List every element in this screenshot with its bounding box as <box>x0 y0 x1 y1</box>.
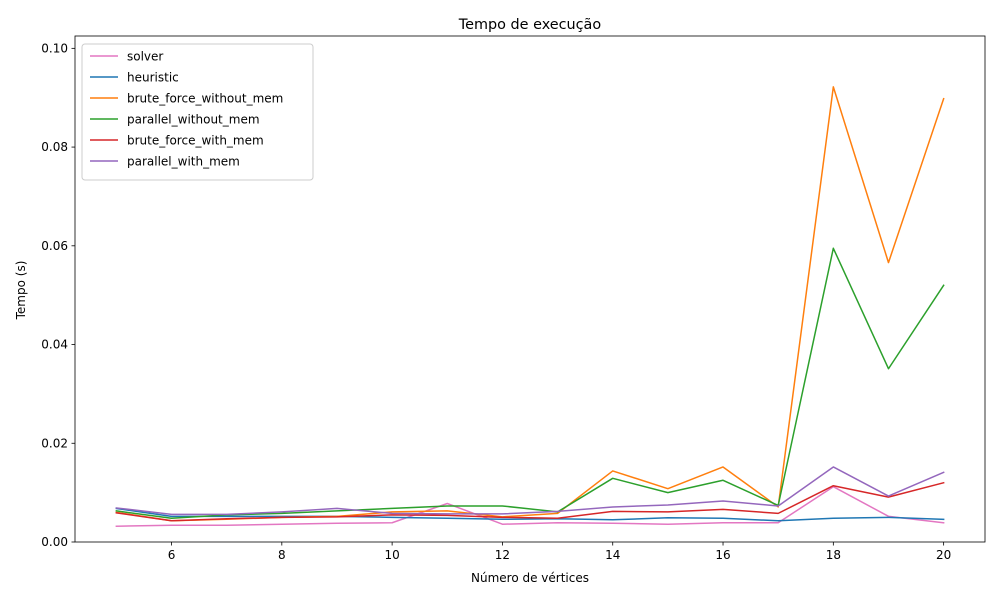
axes-frame <box>74 35 986 543</box>
x-tick-label: 10 <box>384 548 399 562</box>
x-tick-label: 12 <box>495 548 510 562</box>
x-axis-title: Número de vértices <box>471 571 589 585</box>
x-tick-label: 16 <box>715 548 730 562</box>
legend-label: parallel_without_mem <box>127 113 260 127</box>
legend-label: solver <box>127 50 163 64</box>
y-tick-label: 0.06 <box>41 239 68 253</box>
series-line-solver <box>115 485 945 527</box>
y-axis-title: Tempo (s) <box>14 261 28 321</box>
y-tick-label: 0.04 <box>41 338 68 352</box>
series-line-brute-force-with-mem <box>115 481 945 522</box>
x-tick-label: 6 <box>168 548 176 562</box>
x-tick-label: 8 <box>278 548 286 562</box>
legend-label: brute_force_with_mem <box>127 134 264 148</box>
legend-label: parallel_with_mem <box>127 155 240 169</box>
legend-item: heuristic <box>90 71 179 85</box>
x-tick-label: 18 <box>826 548 841 562</box>
y-tick-label: 0.08 <box>41 140 68 154</box>
chart-title: Tempo de execução <box>458 17 602 33</box>
legend-item: brute_force_without_mem <box>90 92 283 106</box>
legend-label: brute_force_without_mem <box>127 92 283 106</box>
y-tick-label: 0.02 <box>41 436 68 450</box>
x-tick-label: 14 <box>605 548 620 562</box>
legend: solver heuristic brute_force_without_mempa… <box>81 43 314 181</box>
legend-item: parallel_without_mem <box>90 113 260 127</box>
legend-label: heuristic <box>127 71 179 85</box>
plot-area: 6 8 10 12 14 16 18 20 0.00 0.02 0.04 0.06 0.08 0.10 so… <box>41 35 986 562</box>
y-tick-label: 0.10 <box>41 41 68 55</box>
x-tick-label: 20 <box>936 548 951 562</box>
series-line-heuristic <box>115 507 945 522</box>
legend-item: parallel_with_mem <box>90 155 240 169</box>
series-line-parallel-without-mem <box>115 247 945 520</box>
legend-item: brute_force_with_mem <box>90 134 264 148</box>
legend-box <box>81 43 314 181</box>
series-line-parallel-with-mem <box>115 466 945 516</box>
legend-item: solver <box>90 50 163 64</box>
y-tick-label: 0.00 <box>41 535 68 549</box>
